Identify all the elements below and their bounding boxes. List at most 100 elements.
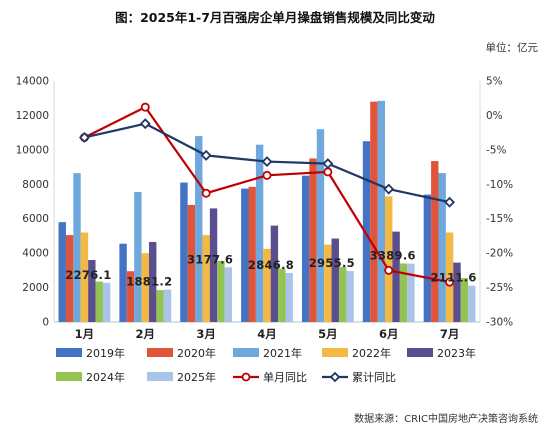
y-left-tick-label: 0 bbox=[42, 317, 49, 329]
legend-label-2023年: 2023年 bbox=[437, 346, 476, 360]
legend-swatch-2019年 bbox=[56, 348, 82, 357]
bar-2021年-6月 bbox=[377, 100, 386, 322]
legend-label-2024年: 2024年 bbox=[86, 370, 125, 384]
bar-2024年-1月 bbox=[95, 281, 103, 322]
x-tick-label: 5月 bbox=[318, 327, 338, 341]
y-left-tick-label: 14000 bbox=[16, 76, 49, 88]
point-累计同比-7月 bbox=[444, 196, 456, 208]
bar-2022年-5月 bbox=[324, 244, 332, 322]
legend-swatch-2024年 bbox=[56, 372, 82, 381]
point-单月同比-7月 bbox=[445, 277, 455, 287]
y-right-tick-label: -20% bbox=[486, 248, 513, 260]
point-累计同比-2月 bbox=[139, 118, 151, 130]
bar-2023年-5月 bbox=[331, 238, 339, 322]
plot-area: 0 2000 4000 6000 8000 10000 12000 14000 5% 0% -5% -… bbox=[16, 76, 514, 385]
bar-2025年-4月 bbox=[285, 272, 293, 322]
bar-2025年-6月 bbox=[407, 263, 415, 322]
y-left-tick-label: 6000 bbox=[22, 213, 49, 225]
bar-2023年-7月 bbox=[453, 262, 461, 322]
legend-swatch-2023年 bbox=[407, 348, 433, 357]
legend-marker-累计同比 bbox=[329, 371, 341, 383]
bar-2025年-5月 bbox=[346, 271, 354, 322]
bar-2020年-4月 bbox=[248, 186, 256, 322]
bar-2020年-6月 bbox=[370, 101, 378, 322]
legend-swatch-2022年 bbox=[322, 348, 348, 357]
bar-2024年-6月 bbox=[399, 263, 408, 322]
bar-2023年-6月 bbox=[392, 231, 400, 323]
bar-2020年-5月 bbox=[309, 158, 317, 322]
bar-2023年-2月 bbox=[148, 241, 157, 322]
y-left-tick-label: 2000 bbox=[22, 282, 49, 294]
source-note: 数据来源：CRIC中国房地产决策咨询系统 bbox=[354, 412, 538, 425]
bar-2022年-7月 bbox=[445, 232, 454, 322]
bar-2020年-3月 bbox=[187, 204, 196, 322]
x-tick-label: 2月 bbox=[136, 327, 156, 341]
bar-2023年-3月 bbox=[209, 208, 218, 322]
data-label-2025: 2276.1 bbox=[65, 268, 111, 282]
bar-2023年-4月 bbox=[270, 225, 279, 322]
bar-2021年-1月 bbox=[73, 173, 81, 322]
data-label-2025: 1881.2 bbox=[126, 275, 172, 289]
point-单月同比-6月 bbox=[384, 265, 394, 275]
bar-2019年-2月 bbox=[119, 243, 127, 322]
legend-label-累计同比: 累计同比 bbox=[352, 371, 396, 384]
x-tick-label: 7月 bbox=[440, 327, 460, 341]
bar-2019年-1月 bbox=[58, 222, 66, 322]
y-right-tick-label: -30% bbox=[486, 317, 513, 329]
y-right-tick-label: -25% bbox=[486, 282, 513, 294]
bar-2024年-2月 bbox=[156, 290, 164, 322]
y-left-tick-label: 10000 bbox=[16, 144, 49, 156]
bar-2021年-2月 bbox=[134, 192, 142, 322]
legend-label-2021年: 2021年 bbox=[263, 346, 302, 360]
bar-2025年-7月 bbox=[468, 285, 476, 322]
legend-label-2022年: 2022年 bbox=[352, 346, 391, 360]
y-right-tick-label: -5% bbox=[486, 144, 506, 156]
point-单月同比-2月 bbox=[140, 102, 150, 112]
y-right-tick-label: -10% bbox=[486, 179, 513, 191]
bar-2019年-6月 bbox=[362, 141, 371, 322]
bar-2020年-1月 bbox=[65, 235, 74, 322]
chart-title: 图：2025年1-7月百强房企单月操盘销售规模及同比变动 bbox=[115, 10, 435, 25]
bar-2024年-7月 bbox=[460, 278, 469, 322]
bar-2023年-1月 bbox=[88, 260, 96, 322]
bar-2019年-5月 bbox=[301, 175, 310, 322]
bar-2021年-4月 bbox=[255, 144, 264, 322]
bar-2022年-1月 bbox=[80, 232, 89, 322]
bar-2024年-4月 bbox=[278, 268, 286, 322]
bar-2025年-2月 bbox=[163, 289, 172, 322]
data-label-2025: 2111.6 bbox=[430, 271, 476, 285]
point-单月同比-3月 bbox=[201, 188, 211, 198]
point-累计同比-5月 bbox=[322, 158, 334, 170]
data-label-2025: 2955.5 bbox=[309, 256, 355, 270]
unit-label: 单位：亿元 bbox=[486, 41, 539, 54]
point-累计同比-1月 bbox=[78, 131, 90, 143]
x-tick-label: 1月 bbox=[75, 327, 95, 341]
data-label-2025: 3177.6 bbox=[187, 252, 233, 266]
data-label-2025: 2846.8 bbox=[248, 258, 294, 272]
bar-2025年-3月 bbox=[224, 267, 233, 322]
x-tick-label: 4月 bbox=[257, 327, 277, 341]
y-left-tick-label: 4000 bbox=[22, 248, 49, 260]
bar-2021年-7月 bbox=[438, 173, 446, 322]
bar-2020年-2月 bbox=[126, 271, 135, 322]
bar-2020年-7月 bbox=[431, 161, 439, 322]
legend-label-2019年: 2019年 bbox=[86, 346, 125, 360]
legend-label-2020年: 2020年 bbox=[177, 346, 216, 360]
x-tick-label: 6月 bbox=[379, 327, 399, 341]
legend-label-2025年: 2025年 bbox=[177, 370, 216, 384]
bar-2022年-6月 bbox=[385, 196, 393, 322]
point-单月同比-4月 bbox=[262, 170, 272, 180]
data-label-2025: 3389.6 bbox=[370, 249, 416, 263]
bar-2019年-3月 bbox=[180, 182, 188, 322]
bar-2019年-7月 bbox=[423, 194, 432, 322]
bar-2021年-3月 bbox=[195, 136, 203, 322]
point-累计同比-4月 bbox=[261, 156, 273, 168]
legend-label-单月同比: 单月同比 bbox=[263, 371, 307, 384]
bar-2021年-5月 bbox=[316, 129, 325, 322]
point-累计同比-6月 bbox=[383, 183, 395, 195]
bar-2024年-3月 bbox=[217, 260, 225, 322]
y-right-tick-label: -15% bbox=[486, 213, 513, 225]
y-right-tick-label: 5% bbox=[486, 76, 503, 88]
x-tick-label: 3月 bbox=[196, 327, 216, 341]
